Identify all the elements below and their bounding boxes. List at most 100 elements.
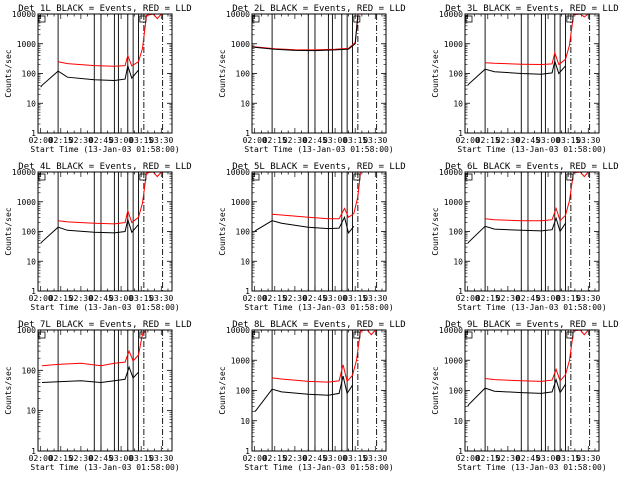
y-tick-label: 10 [240,99,250,108]
x-tick-label: 02:15 [49,294,73,303]
x-tick-label: 03:15 [129,294,153,303]
y-tick-label: 100 [236,228,251,237]
x-tick-label: 03:00 [109,454,133,463]
x-tick-label: 03:00 [536,294,560,303]
x-tick-label: 02:00 [243,136,267,145]
x-tick-label: 03:30 [576,136,600,145]
x-tick-label: 02:00 [29,136,53,145]
plot-frame [37,171,173,292]
y-tick-label: 1000 [17,40,36,49]
marker-box [38,15,46,23]
x-tick-label: 02:15 [476,294,500,303]
marker-box [353,173,361,181]
marker-box [465,173,473,181]
x-tick-label: 02:15 [263,136,287,145]
marker-box [252,173,260,181]
plot-frame [464,171,600,292]
x-tick-label: 02:45 [89,136,113,145]
plot-frame [464,329,600,452]
x-tick-label: 02:45 [303,454,327,463]
x-tick-label: 03:00 [323,294,347,303]
x-tick-label: 03:15 [343,454,367,463]
y-tick-label: 1 [31,287,36,296]
series-line [254,375,353,412]
x-tick-label: 02:00 [456,454,480,463]
panel-det-5: Det 5L BLACK = Events, RED = LLD 1 10 100 10… [218,162,406,312]
panel-det-4: Det 4L BLACK = Events, RED = LLD 1 10 100 10… [4,162,192,312]
plot-frame [464,13,600,134]
panel-title: Det 6L BLACK = Events, RED = LLD [445,162,618,172]
y-axis-label: Counts/sec [431,366,440,414]
x-tick-label: 02:30 [283,136,307,145]
y-tick-label: 100 [22,366,37,375]
y-tick-label: 100 [22,70,37,79]
y-tick-label: 10000 [226,168,250,177]
y-tick-label: 1 [31,129,36,138]
x-tick-label: 03:15 [556,294,580,303]
x-tick-label: 03:30 [576,294,600,303]
series-line [251,13,359,51]
marker-box [353,15,361,23]
panel-title: Det 2L BLACK = Events, RED = LLD [232,4,405,14]
x-tick-label: 02:00 [456,136,480,145]
x-tick-label: 02:30 [496,454,520,463]
y-axis-label: Counts/sec [218,207,227,255]
x-tick-label: 02:15 [49,454,73,463]
x-tick-label: 02:45 [516,136,540,145]
marker-box [465,15,473,23]
x-axis-label: Start Time (13-Jan-03 01:58:00) [244,303,393,312]
x-axis-label: Start Time (13-Jan-03 01:58:00) [244,463,393,472]
marker-box [252,15,260,23]
x-tick-label: 02:00 [29,454,53,463]
x-axis-label: Start Time (13-Jan-03 01:58:00) [244,145,393,154]
x-tick-label: 03:30 [363,136,387,145]
x-tick-label: 02:15 [476,136,500,145]
y-tick-label: 10 [240,257,250,266]
y-tick-label: 1000 [444,40,463,49]
y-tick-label: 10 [26,407,36,416]
y-axis-label: Counts/sec [4,49,13,97]
y-tick-label: 1000 [231,198,250,207]
y-tick-label: 10 [453,417,463,426]
plot-frame [37,13,173,134]
y-tick-label: 1000 [444,356,463,365]
plot-frame [251,171,387,292]
x-tick-label: 02:30 [69,454,93,463]
x-tick-label: 02:00 [456,294,480,303]
x-tick-label: 02:30 [283,454,307,463]
plot-frame [251,329,387,452]
series-line [467,216,566,244]
x-tick-label: 02:00 [243,454,267,463]
series-line [254,215,355,234]
x-tick-label: 03:30 [363,454,387,463]
x-tick-label: 02:15 [263,454,287,463]
y-axis-label: Counts/sec [431,207,440,255]
y-axis-label: Counts/sec [431,49,440,97]
y-axis-label: Counts/sec [218,366,227,414]
y-tick-label: 100 [236,387,251,396]
plot-frame [251,13,387,134]
x-tick-label: 02:45 [516,294,540,303]
panel-det-2: Det 2L BLACK = Events, RED = LLD 1 10 100 10… [218,4,406,154]
x-tick-label: 02:15 [263,294,287,303]
x-tick-label: 02:30 [69,294,93,303]
y-axis-label: Counts/sec [4,207,13,255]
y-tick-label: 1000 [231,356,250,365]
y-tick-label: 1 [458,287,463,296]
x-tick-label: 02:45 [303,136,327,145]
series-line [40,217,139,244]
y-tick-label: 10 [26,99,36,108]
panel-det-3: Det 3L BLACK = Events, RED = LLD 1 10 100 10… [431,4,619,154]
marker-box [566,15,574,23]
plot-frame [37,329,173,452]
y-tick-label: 1000 [231,40,250,49]
y-tick-label: 1 [458,447,463,456]
x-tick-label: 03:00 [536,136,560,145]
marker-box [465,331,473,339]
y-tick-label: 10000 [226,10,250,19]
x-tick-label: 03:15 [343,294,367,303]
x-tick-label: 02:00 [29,294,53,303]
y-tick-label: 1000 [17,326,36,335]
y-tick-label: 10000 [226,326,250,335]
